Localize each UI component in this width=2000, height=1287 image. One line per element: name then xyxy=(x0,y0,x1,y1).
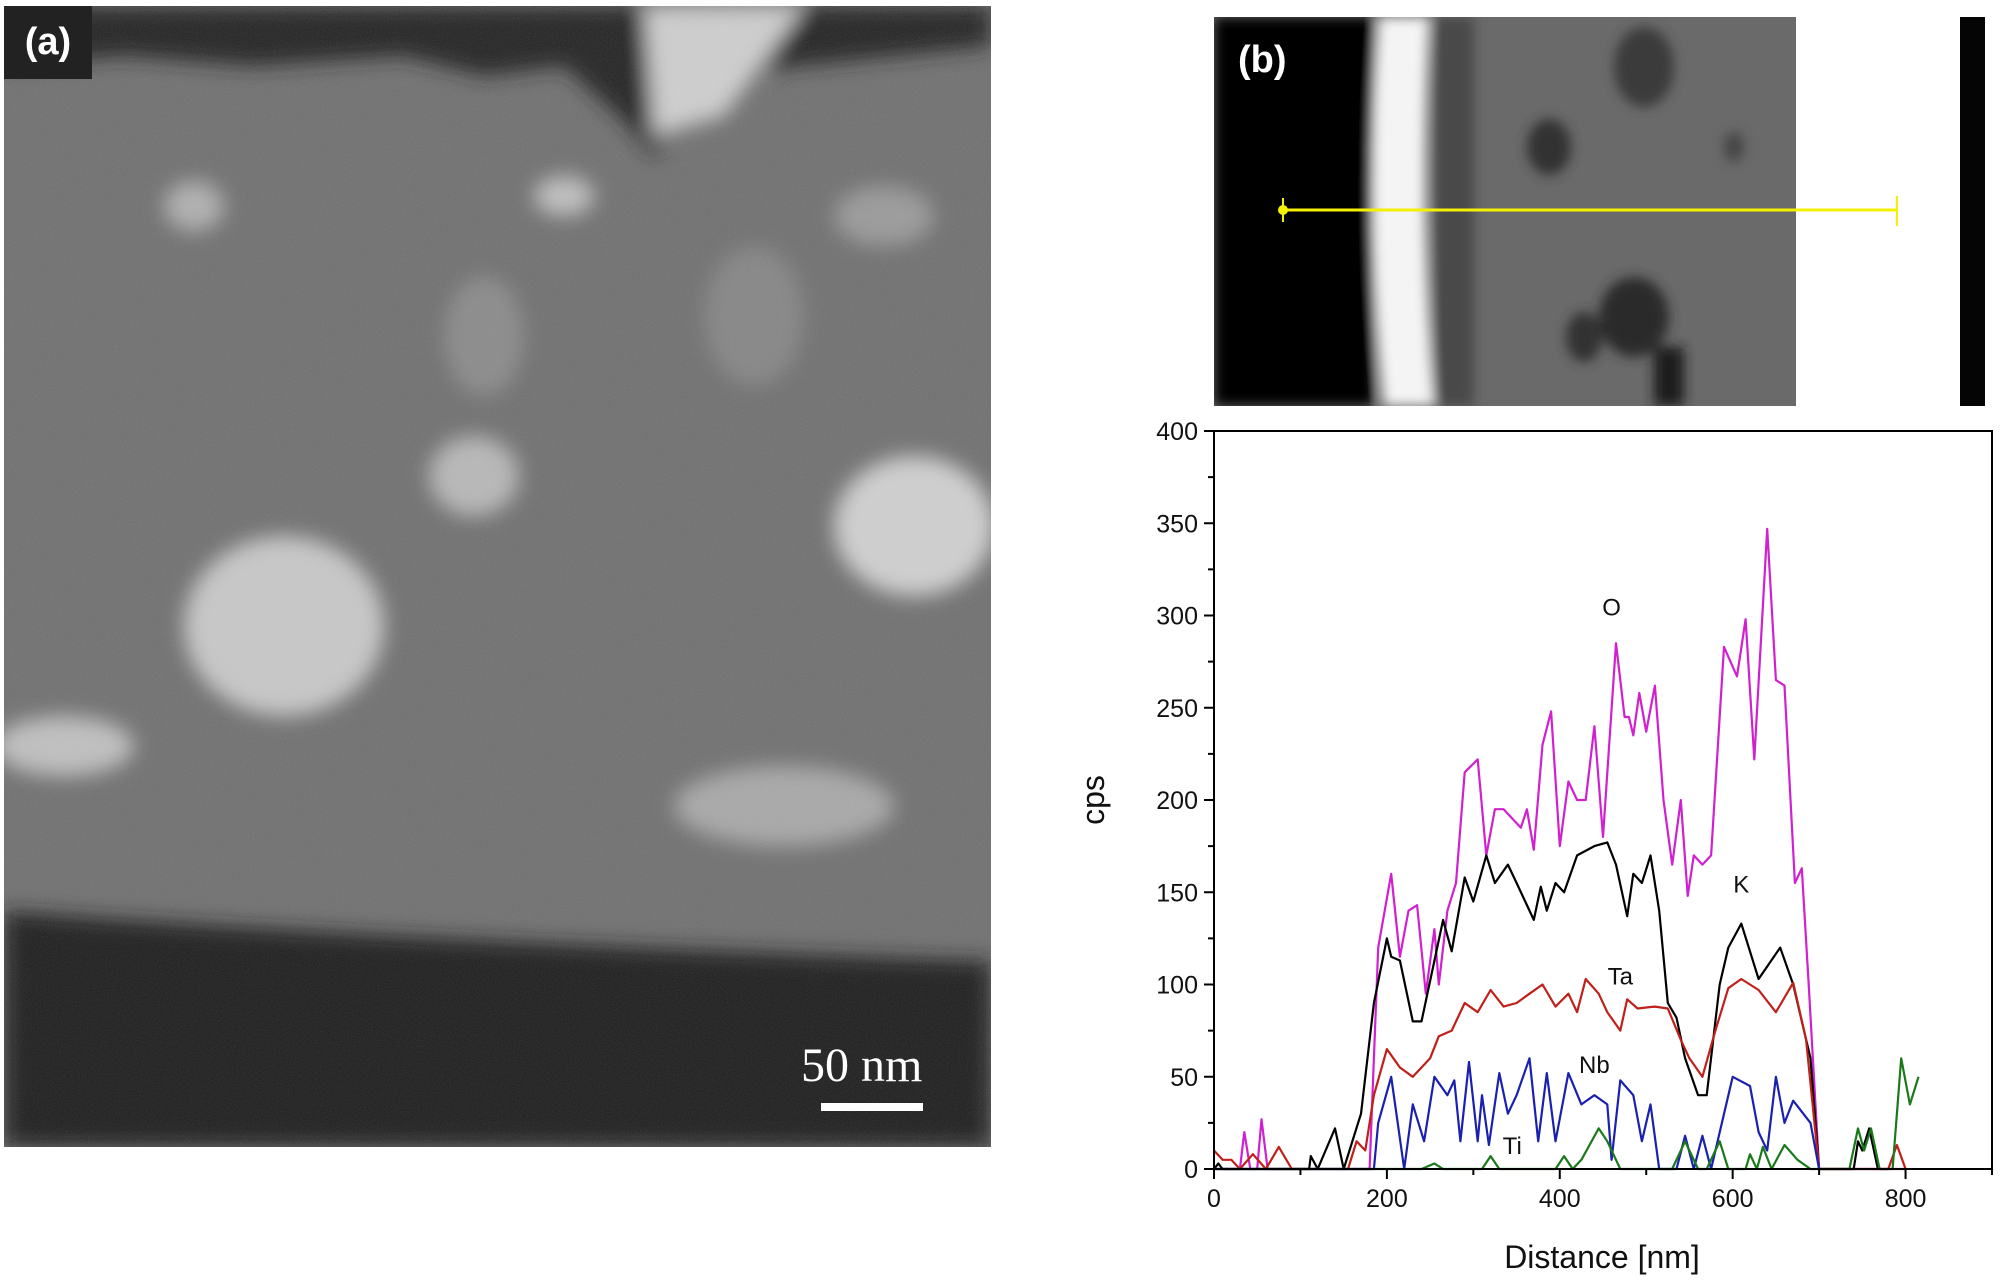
series-line-ta xyxy=(1213,977,1907,1171)
linescan-marker xyxy=(1278,196,1898,226)
y-tick-label: 100 xyxy=(1156,972,1198,1000)
panel-label-a: (a) xyxy=(4,6,92,79)
x-tick-label: 800 xyxy=(1885,1185,1927,1213)
x-tick-label: 600 xyxy=(1712,1185,1754,1213)
linescan-start-dot xyxy=(1278,205,1288,215)
series-line-o xyxy=(1214,527,1906,1171)
series-line-nb xyxy=(1214,1057,1821,1171)
tem-image xyxy=(4,6,991,1147)
y-tick-label: 350 xyxy=(1156,510,1198,538)
y-tick-label: 0 xyxy=(1184,1156,1198,1184)
x-tick-label: 200 xyxy=(1366,1185,1408,1213)
x-tick-label: 400 xyxy=(1539,1185,1581,1213)
y-axis-title: cps xyxy=(1075,775,1111,825)
y-tick-label: 150 xyxy=(1156,879,1198,907)
annotations: O K Ta Nb Ti xyxy=(1503,595,1750,1161)
series-label-ta: Ta xyxy=(1608,964,1634,991)
tem-micrograph-panel-a: (a) 50 nm xyxy=(4,6,991,1147)
series-group xyxy=(1213,527,1920,1171)
series-label-k: K xyxy=(1733,871,1749,898)
series-label-nb: Nb xyxy=(1579,1052,1610,1079)
series-line-k xyxy=(1213,841,1879,1171)
panel-label-b: (b) xyxy=(1238,39,1287,81)
y-tick-label: 400 xyxy=(1156,418,1198,446)
y-tick-label: 200 xyxy=(1156,787,1198,815)
scale-bar-label: 50 nm xyxy=(801,1039,923,1092)
x-tick-label: 0 xyxy=(1207,1185,1221,1213)
y-tick-label: 250 xyxy=(1156,695,1198,723)
ticks: 0 200 400 600 800 0 50 100 150 200 250 300 350 400 xyxy=(1156,418,1993,1213)
x-axis-title: Distance [nm] xyxy=(1504,1239,1700,1275)
series-label-o: O xyxy=(1602,595,1621,622)
y-tick-label: 50 xyxy=(1170,1064,1198,1092)
scale-bar xyxy=(821,1103,923,1111)
series-label-ti: Ti xyxy=(1503,1133,1522,1160)
y-tick-label: 300 xyxy=(1156,603,1198,631)
image-edge-strip xyxy=(1960,17,1985,406)
